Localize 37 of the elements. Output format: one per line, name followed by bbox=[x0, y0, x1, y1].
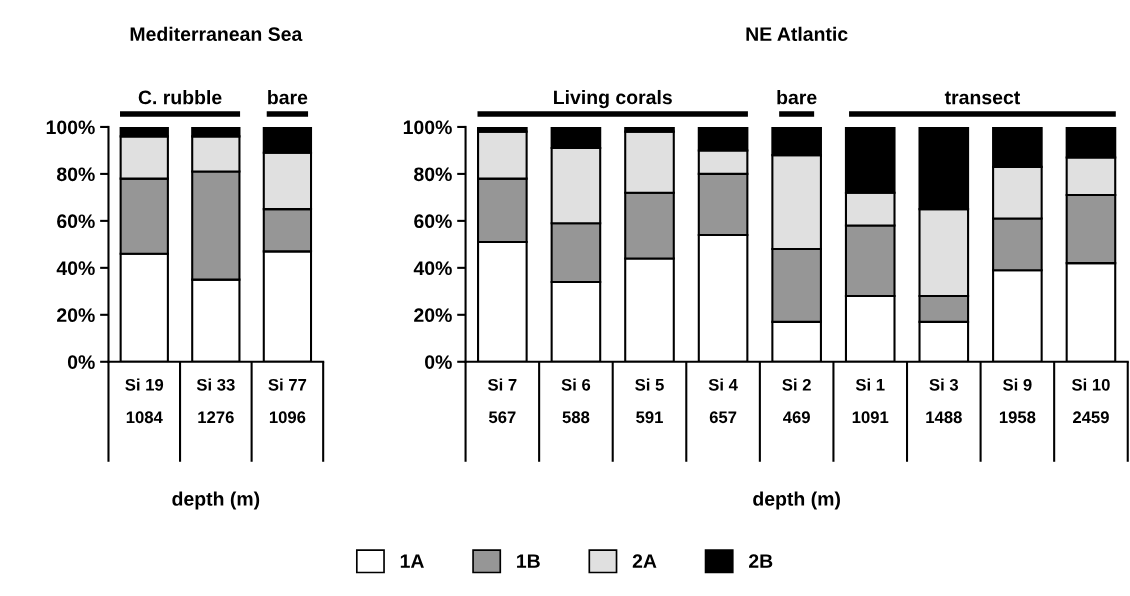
y-tick-label: 0% bbox=[425, 355, 452, 370]
y-tick-label: 40% bbox=[56, 261, 95, 276]
legend-label: 1B bbox=[517, 554, 540, 568]
category-label: Si 5 591 bbox=[635, 378, 664, 424]
y-tick-label: 0% bbox=[67, 355, 95, 370]
y-tick-label: 80% bbox=[414, 167, 452, 182]
text: Living corals bbox=[554, 89, 672, 109]
y-tick-label: 100% bbox=[403, 120, 452, 135]
category-label: Si 1 1091 bbox=[852, 378, 889, 424]
text: bare bbox=[777, 90, 817, 105]
text: transect bbox=[944, 91, 1021, 105]
category-label: Si 7 567 bbox=[488, 378, 517, 424]
y-tick-label: 40% bbox=[413, 261, 452, 276]
text: C. rubble bbox=[138, 90, 222, 105]
legend-label: 1A bbox=[400, 554, 424, 568]
chart-title: NE Atlantic bbox=[746, 26, 848, 42]
category-label: Si 19 1084 bbox=[125, 378, 164, 424]
x-axis-title: depth (m) bbox=[172, 491, 260, 510]
category-label: Si 3 1488 bbox=[926, 378, 962, 424]
legend-label: 2B bbox=[749, 554, 773, 568]
category-label: Si 2 469 bbox=[782, 378, 811, 424]
y-tick-label: 20% bbox=[57, 308, 95, 323]
x-axis-title: depth (m) bbox=[753, 491, 840, 510]
y-tick-label: 60% bbox=[57, 214, 95, 229]
y-tick-label: 100% bbox=[46, 120, 95, 135]
category-label: Si 77 1096 bbox=[268, 378, 307, 424]
chart-title: Mediterranean Sea bbox=[130, 26, 303, 42]
y-tick-label: 60% bbox=[414, 214, 452, 229]
category-label: Si 33 1276 bbox=[196, 378, 235, 424]
text: bare bbox=[268, 90, 308, 105]
category-label: Si 4 657 bbox=[708, 378, 738, 424]
y-tick-label: 20% bbox=[414, 308, 452, 323]
category-label: Si 6 588 bbox=[561, 378, 591, 424]
legend-label: 2A bbox=[632, 554, 657, 568]
category-label: Si 10 2459 bbox=[1071, 378, 1110, 424]
category-label: Si 9 1958 bbox=[999, 378, 1036, 424]
y-tick-label: 80% bbox=[56, 167, 95, 182]
